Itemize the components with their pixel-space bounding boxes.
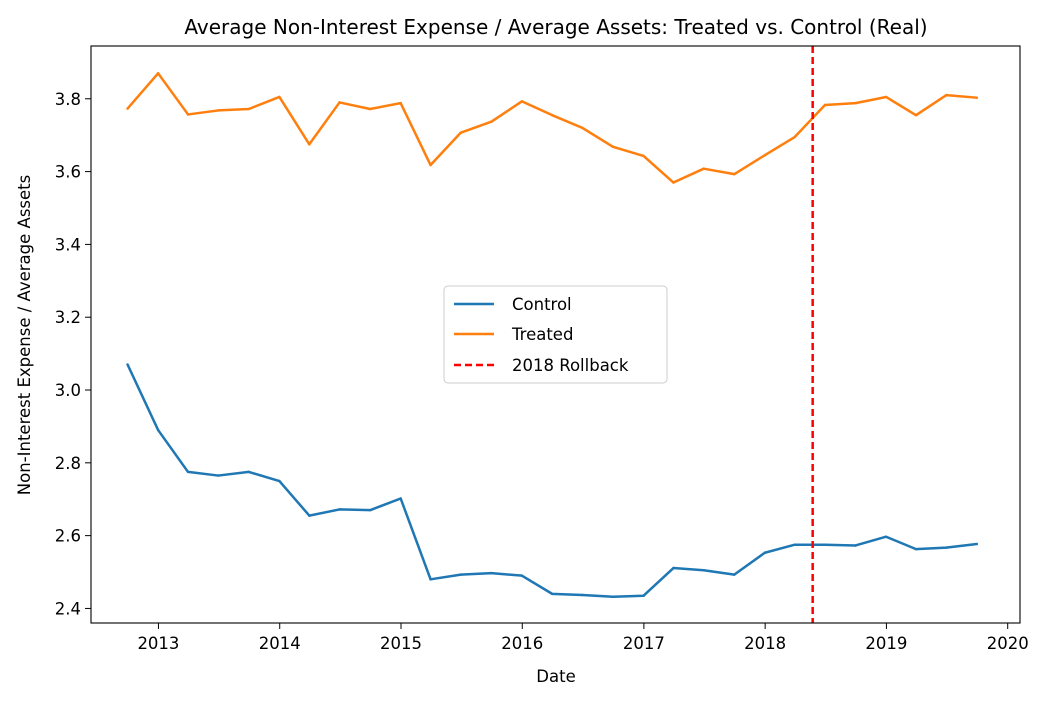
data-point-control (429, 578, 432, 581)
data-point-control (126, 363, 129, 366)
data-point-control (763, 551, 767, 554)
data-point-control (854, 544, 857, 547)
y-tick-label: 3.6 (55, 163, 81, 182)
plot-frame (90, 45, 1021, 624)
data-point-treated (368, 107, 372, 111)
data-point-control (308, 514, 311, 517)
x-axis: 2013 2014 2015 2016 2017 2018 2019 2020 (137, 623, 1029, 653)
data-point-control (399, 497, 402, 500)
data-point-control (490, 571, 493, 575)
data-point-control (702, 568, 705, 572)
data-point-treated (854, 101, 857, 105)
data-point-treated (186, 113, 190, 116)
data-point-treated (793, 135, 796, 139)
y-tick-label: 3.0 (55, 381, 81, 400)
data-point-control (793, 543, 796, 546)
y-tick-label: 3.8 (55, 90, 81, 109)
data-point-treated (338, 101, 341, 104)
data-point-control (733, 573, 736, 576)
data-point-treated (490, 120, 493, 123)
data-point-treated (429, 163, 432, 167)
legend-label-treated: Treated (511, 325, 573, 344)
data-point-control (247, 470, 251, 474)
data-point-control (278, 479, 281, 483)
data-point-control (672, 566, 675, 570)
data-point-treated (611, 145, 615, 149)
y-tick-label: 2.4 (55, 599, 81, 618)
data-point-treated (520, 100, 524, 103)
x-tick-label: 2019 (865, 634, 907, 653)
data-point-control (550, 592, 554, 596)
data-point-control (368, 508, 372, 512)
data-point-control (459, 573, 463, 576)
data-point-control (156, 428, 160, 432)
data-point-treated (247, 107, 251, 111)
data-point-treated (550, 113, 554, 117)
legend-label-rollback: 2018 Rollback (512, 356, 629, 375)
data-point-control (338, 508, 341, 511)
y-tick-label: 2.6 (55, 527, 81, 546)
data-point-treated (308, 143, 311, 146)
x-tick-label: 2020 (987, 634, 1029, 653)
data-point-control (217, 474, 220, 477)
data-point-treated (581, 126, 584, 130)
data-point-control (581, 593, 584, 597)
legend: Control Treated 2018 Rollback (443, 285, 668, 384)
data-point-treated (884, 95, 888, 99)
legend-label-control: Control (512, 295, 572, 314)
data-point-treated (702, 167, 705, 170)
data-point-treated (733, 172, 736, 176)
x-tick-label: 2014 (259, 634, 301, 653)
data-point-control (611, 595, 615, 599)
lines-layer (126, 46, 979, 623)
x-tick-label: 2013 (137, 634, 179, 653)
data-point-treated (642, 154, 645, 158)
y-tick-label: 3.2 (55, 308, 81, 327)
data-point-treated (944, 93, 948, 97)
series-line-control (126, 364, 977, 599)
y-tick-label: 2.8 (55, 454, 81, 473)
x-tick-label: 2015 (380, 634, 422, 653)
x-tick-label: 2018 (744, 634, 786, 653)
data-point-treated (672, 181, 675, 184)
data-point-control (884, 535, 888, 538)
chart-title: Average Non-Interest Expense / Average A… (184, 15, 927, 39)
data-point-treated (156, 72, 160, 75)
x-tick-label: 2017 (623, 634, 665, 653)
data-point-treated (459, 131, 463, 134)
data-point-control (944, 546, 948, 549)
data-point-control (186, 470, 190, 474)
data-point-treated (763, 153, 767, 157)
data-point-treated (278, 95, 281, 99)
data-point-treated (975, 96, 979, 99)
data-point-control (520, 574, 524, 577)
data-point-treated (217, 109, 220, 112)
series-line-treated (126, 72, 977, 184)
data-point-treated (823, 103, 827, 107)
x-tick-label: 2016 (501, 634, 543, 653)
data-point-control (823, 543, 827, 546)
y-axis-title: Non-Interest Expense / Average Assets (15, 175, 34, 495)
y-tick-label: 3.4 (55, 235, 81, 254)
x-axis-title: Date (536, 667, 575, 686)
y-axis: 2.4 2.6 2.8 3.0 3.2 3.4 3.6 3.8 (55, 90, 91, 618)
data-point-control (975, 542, 979, 546)
data-point-treated (914, 113, 918, 117)
data-point-control (914, 547, 918, 551)
legend-box (443, 285, 668, 384)
data-point-control (642, 594, 645, 597)
data-point-treated (126, 107, 129, 110)
data-point-treated (399, 101, 402, 105)
